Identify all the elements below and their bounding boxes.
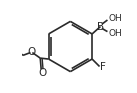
Text: O: O [28,47,36,57]
Text: O: O [38,68,46,78]
Text: B: B [97,21,104,32]
Text: OH: OH [108,14,122,23]
Text: OH: OH [108,29,122,38]
Text: F: F [100,62,106,72]
